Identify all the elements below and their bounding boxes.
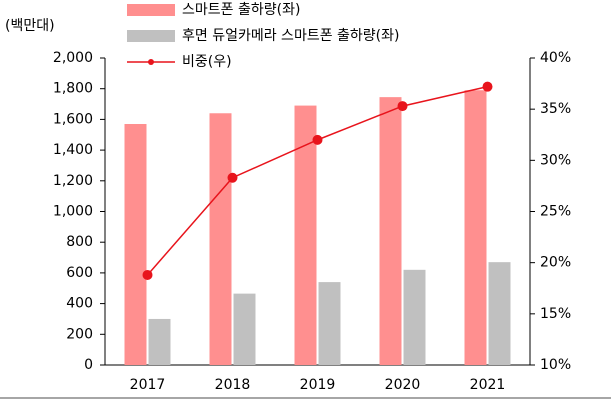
y-tick-label: 1,400 [53, 142, 93, 158]
y-tick-label: 400 [66, 296, 93, 312]
bar [294, 105, 317, 366]
y-tick-label: 0 [84, 357, 93, 373]
x-tick-label: 2018 [215, 377, 251, 393]
y2-tick-label: 15% [540, 306, 571, 322]
bar [209, 113, 232, 365]
y-axis-label: (백만대) [5, 18, 55, 34]
line-point [227, 172, 238, 183]
line-point [397, 101, 408, 112]
bar [124, 124, 147, 365]
legend-label: 후면 듀얼카메라 스마트폰 출하량(좌) [182, 28, 399, 44]
y-tick-label: 1,200 [53, 173, 93, 189]
y2-tick-label: 30% [540, 152, 571, 168]
bar [379, 97, 402, 365]
y-tick-label: 1,000 [53, 204, 93, 220]
bar [233, 293, 256, 365]
line-series [146, 85, 488, 276]
legend-label: 비중(우) [182, 54, 232, 70]
bar [318, 282, 341, 365]
x-tick-label: 2019 [300, 377, 336, 393]
bar [148, 318, 171, 365]
legend-swatch [127, 4, 175, 16]
y-tick-label: 1,800 [53, 81, 93, 97]
legend-swatch [127, 30, 175, 42]
legend-swatch-dot [148, 59, 154, 65]
y-tick-label: 2,000 [53, 50, 93, 66]
y2-tick-label: 40% [540, 50, 571, 66]
bar [488, 262, 511, 365]
y2-tick-label: 20% [540, 255, 571, 271]
y-tick-label: 800 [66, 234, 93, 250]
y-tick-label: 1,600 [53, 111, 93, 127]
y2-tick-label: 35% [540, 101, 571, 117]
line-point [142, 269, 153, 280]
line-point [312, 134, 323, 145]
y-tick-label: 600 [66, 265, 93, 281]
bar [403, 269, 426, 365]
x-tick-label: 2021 [470, 377, 506, 393]
y2-tick-label: 10% [540, 357, 571, 373]
x-tick-label: 2020 [385, 377, 421, 393]
line-point [482, 81, 493, 92]
y2-tick-label: 25% [540, 204, 571, 220]
y-tick-label: 200 [66, 326, 93, 342]
bar [464, 90, 487, 366]
legend-label: 스마트폰 출하량(좌) [182, 2, 300, 18]
x-tick-label: 2017 [130, 377, 166, 393]
